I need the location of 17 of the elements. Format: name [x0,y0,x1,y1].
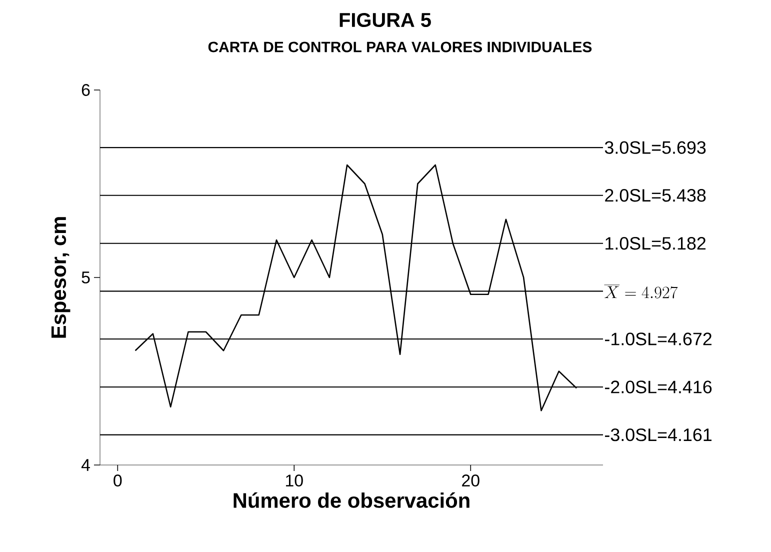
y-axis-title: Espesor, cm [51,217,70,338]
ref-line-label: 3.0SL=5.693 [604,141,706,154]
x-tick-label: 0 [114,474,122,487]
y-tick-label: 5 [82,272,90,284]
y-tick-label: 4 [81,459,90,471]
ref-line-label: $\overline{X}=4.927$ [604,284,678,298]
y-tick-label: 6 [82,84,90,96]
x-tick-label: 20 [462,474,480,487]
x-tick-label: 10 [286,474,303,487]
chart-subtitle: CARTA DE CONTROL PARA VALORES INDIVIDUALES [208,42,592,52]
chart-title: FIGURA 5 [340,12,431,28]
ref-line-label: 1.0SL=5.182 [606,237,706,250]
ref-line-label: 2.0SL=5.438 [605,189,706,202]
ref-line-label: -2.0SL=4.416 [605,380,712,394]
ref-line-label: -1.0SL=4.672 [605,332,712,346]
ref-line-label: -3.0SL=4.161 [605,428,712,442]
x-axis-title: Número de observación [234,492,470,508]
